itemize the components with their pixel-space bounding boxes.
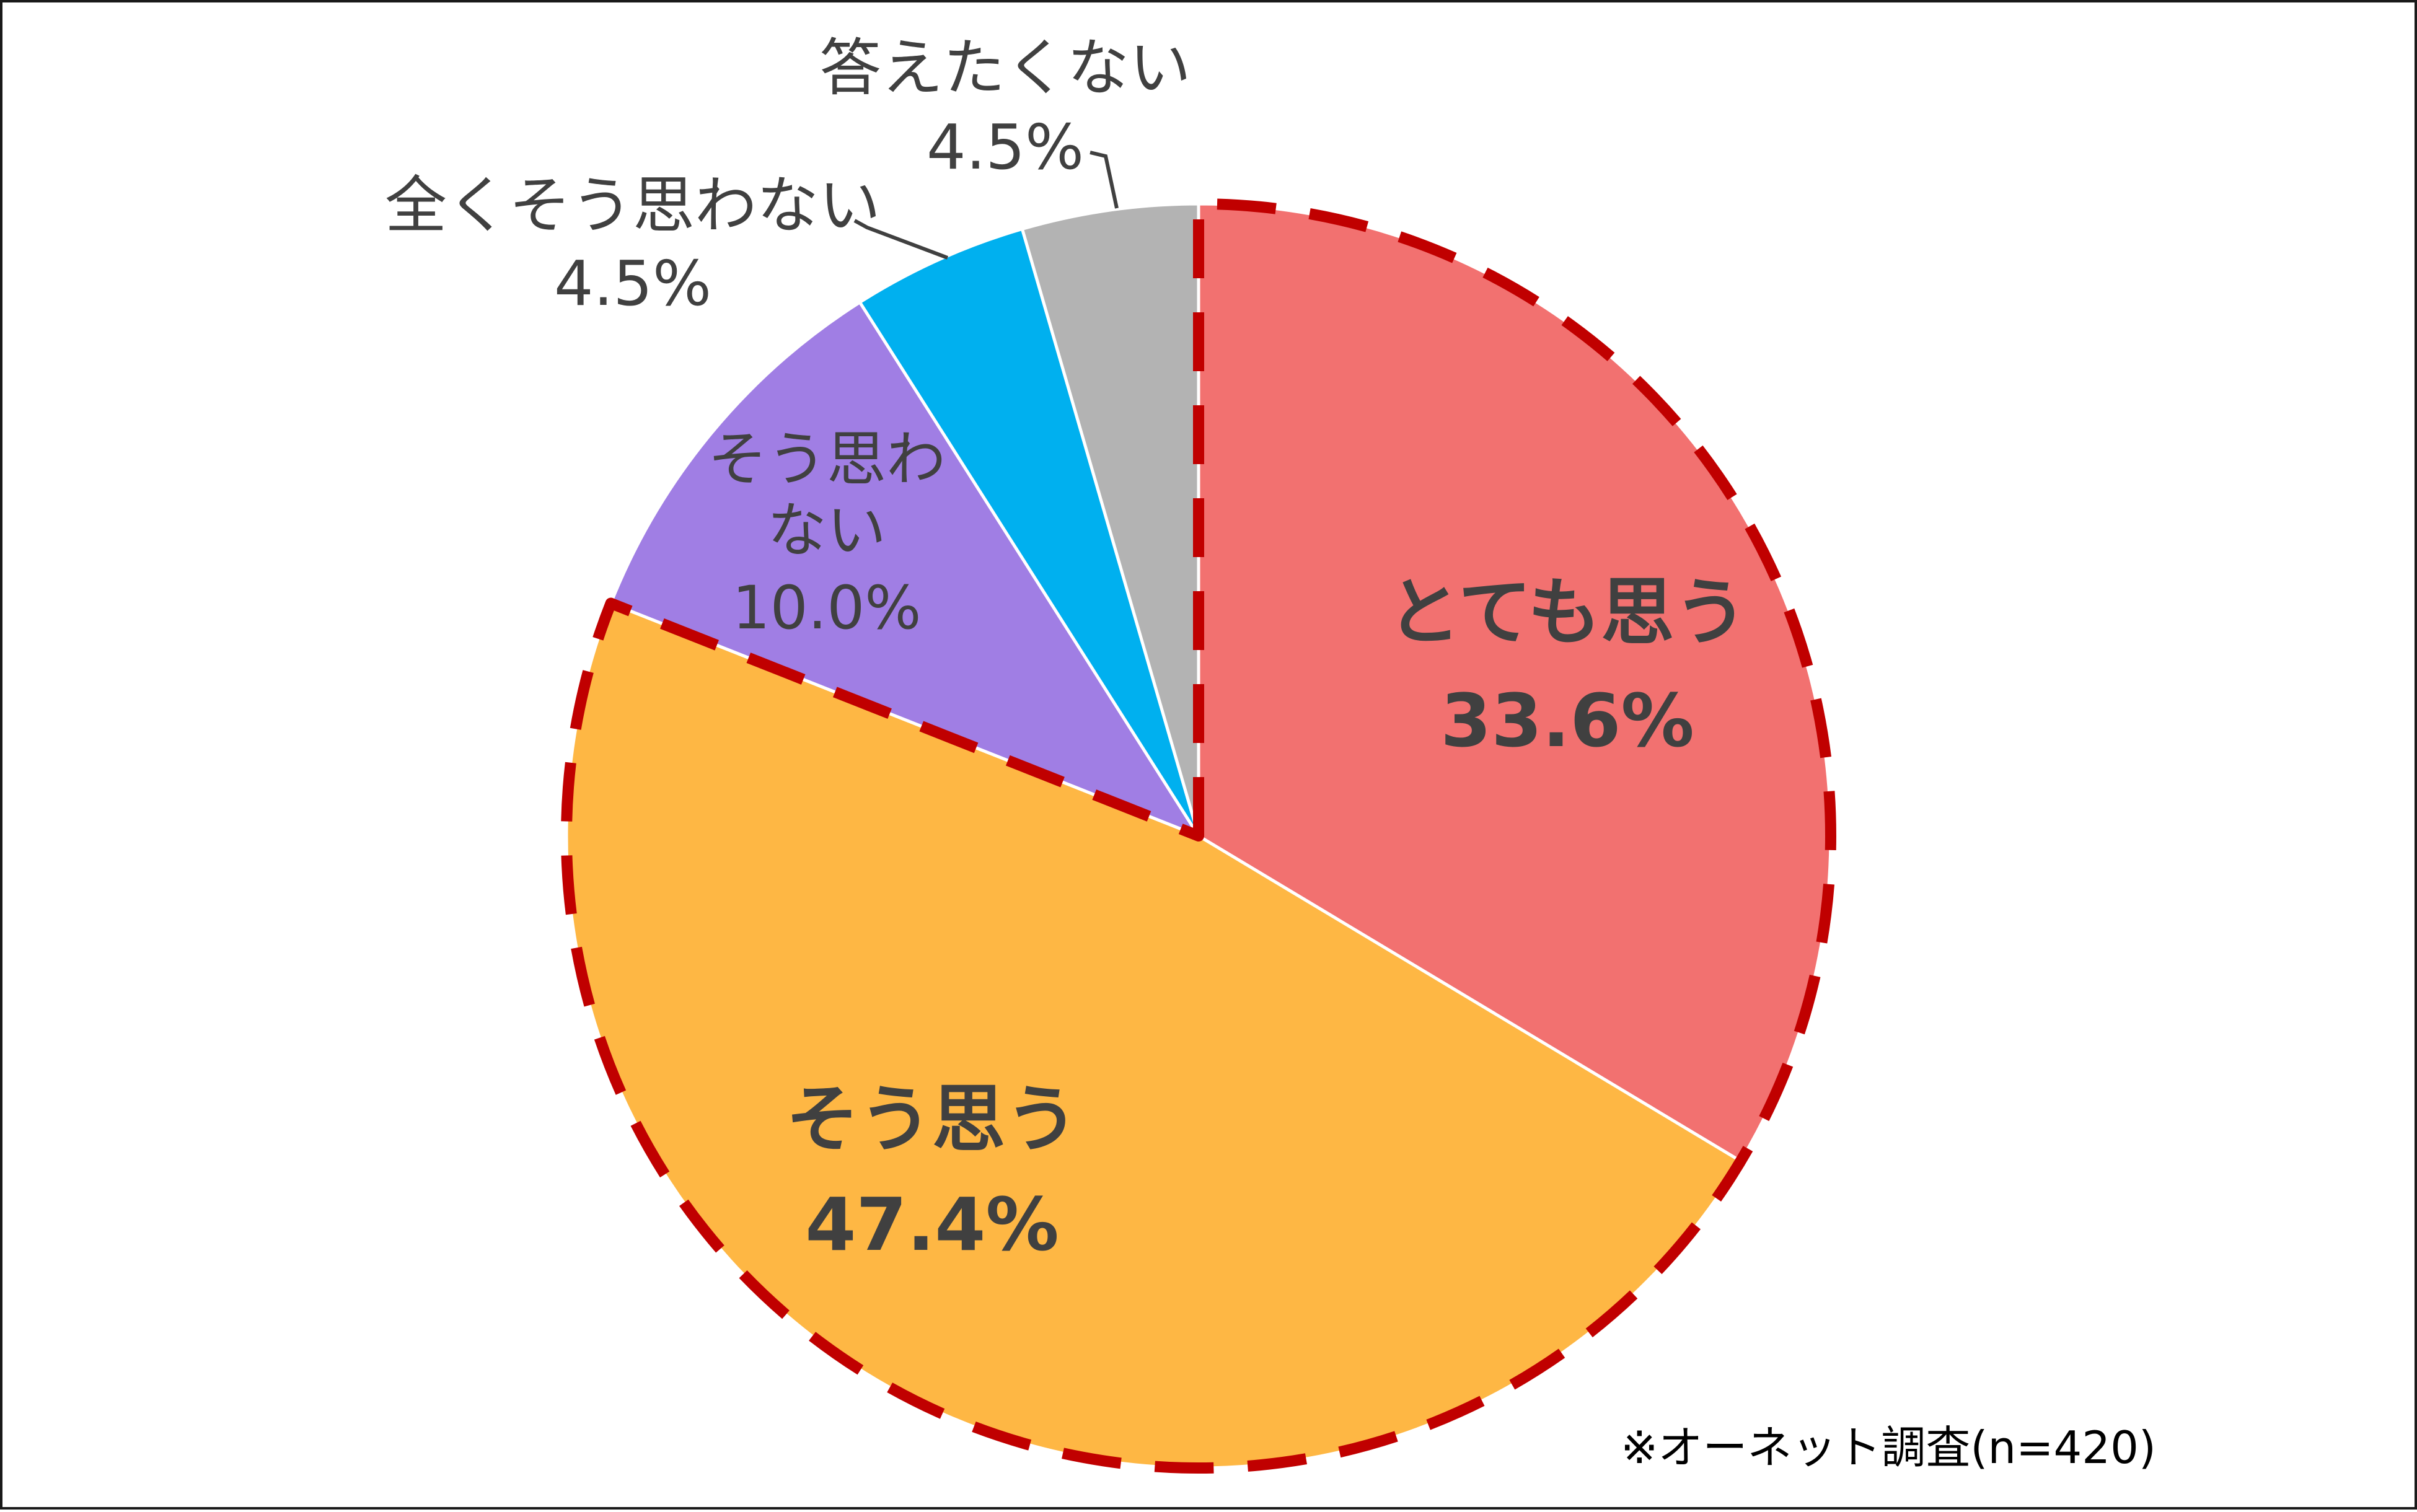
- highlight-dashed-outline: [561, 198, 1836, 1474]
- slice-labels: とても思う 33.6% そう思う 47.4% そう思わ ない 10.0% 全くそ…: [385, 32, 1747, 1267]
- pie-slice-とても思う: [1197, 202, 1833, 1164]
- leader-line-全くそう思わない: [853, 219, 949, 260]
- highlight-outline: [561, 198, 1836, 1474]
- source-note: ※オーネット調査(n=420): [1621, 1422, 2156, 1474]
- slice-label-そう思わない-line2: ない: [767, 496, 886, 565]
- slice-label-とても思う: とても思う: [1388, 569, 1748, 655]
- slice-value-そう思う: 47.4%: [805, 1182, 1059, 1267]
- slice-label-そう思う: そう思う: [786, 1076, 1078, 1162]
- leader-line-答えたくない: [1090, 151, 1119, 209]
- slice-value-答えたくない: 4.5%: [927, 111, 1084, 183]
- slice-label-そう思わない-line1: そう思わ: [708, 424, 946, 494]
- slice-value-そう思わない: 10.0%: [733, 573, 922, 643]
- slice-value-とても思う: 33.6%: [1440, 678, 1694, 763]
- pie-slice-全くそう思わない: [858, 227, 1200, 837]
- pie-slices: [565, 202, 1833, 1470]
- leader-lines: [853, 151, 1119, 260]
- slice-value-全くそう思わない: 4.5%: [554, 247, 711, 320]
- slice-label-全くそう思わない: 全くそう思わない: [385, 169, 881, 242]
- pie-slice-答えたくない: [1020, 202, 1200, 837]
- pie-slice-そう思わない: [609, 300, 1203, 840]
- slice-label-答えたくない: 答えたくない: [819, 32, 1191, 104]
